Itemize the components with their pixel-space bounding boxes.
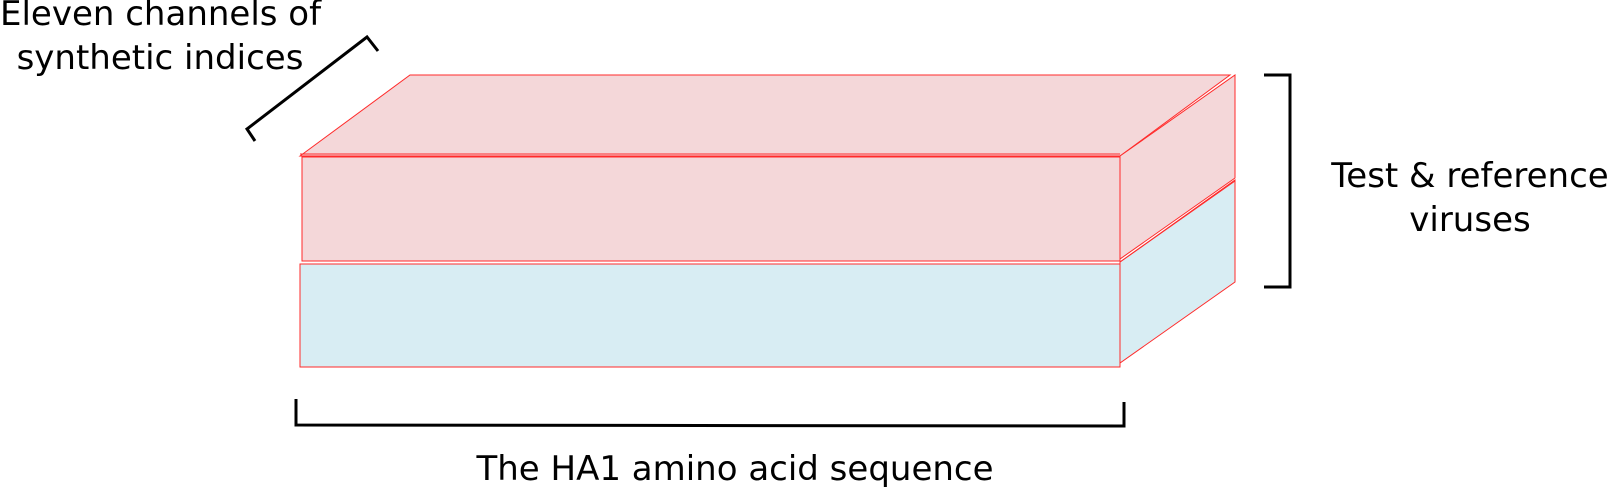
- channels-bracket: [244, 34, 380, 142]
- channels-label-line2: synthetic indices: [16, 38, 304, 78]
- viruses-bracket: [1264, 73, 1292, 289]
- channels-label: Eleven channels of synthetic indices: [0, 0, 322, 80]
- viruses-label-line1: Test & reference: [1331, 156, 1607, 196]
- channels-label-line1: Eleven channels of: [0, 0, 322, 34]
- top-block: [298, 74, 1236, 263]
- top-block-top-face: [298, 74, 1232, 157]
- viruses-label-line2: viruses: [1409, 200, 1531, 240]
- viruses-label: Test & reference viruses: [1320, 154, 1607, 242]
- sequence-label: The HA1 amino acid sequence: [420, 447, 1050, 491]
- sequence-bracket: [294, 399, 1126, 428]
- top-block-front-face: [301, 156, 1121, 262]
- bottom-block-front-face: [299, 263, 1121, 368]
- bottom-block: [299, 179, 1236, 368]
- sequence-label-text: The HA1 amino acid sequence: [476, 449, 994, 489]
- top-block-side-edge-double: [1119, 180, 1236, 263]
